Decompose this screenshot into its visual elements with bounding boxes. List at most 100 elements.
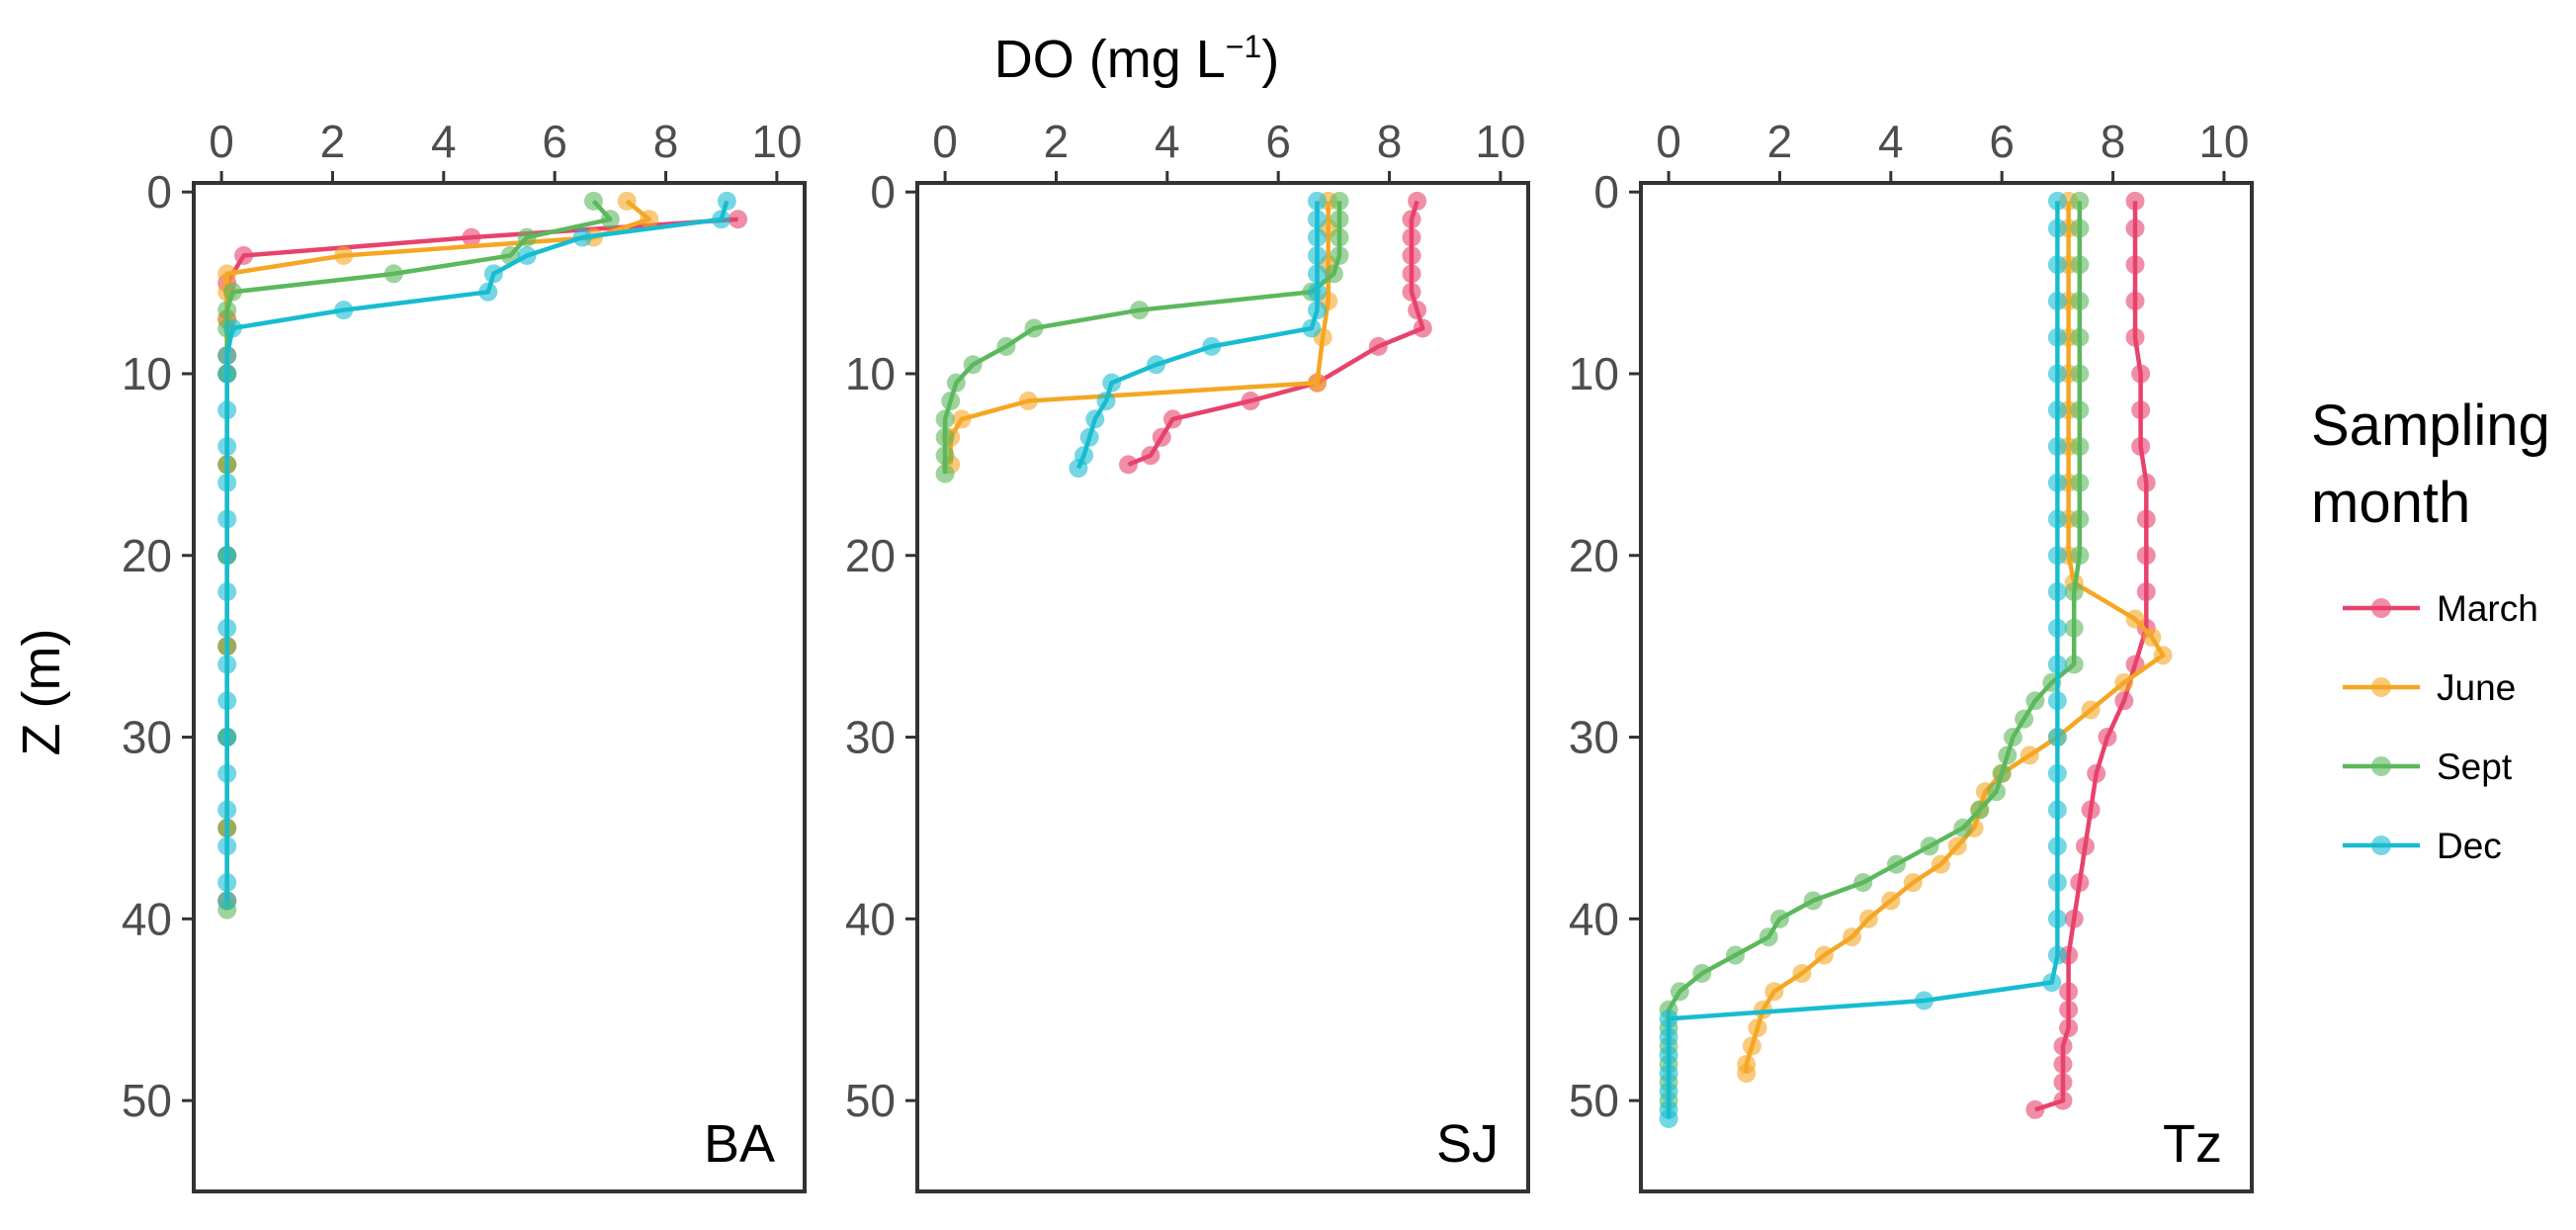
data-point (1886, 854, 1906, 874)
data-point (2125, 191, 2145, 211)
y-tick-label: 30 (122, 712, 172, 763)
data-point (1881, 891, 1901, 911)
panel-frame (915, 181, 1530, 1193)
data-point (2047, 945, 2067, 965)
data-point (2070, 873, 2090, 893)
y-tick-label: 0 (146, 166, 172, 218)
data-point (2047, 618, 2067, 638)
data-point (2047, 191, 2067, 211)
data-point (1842, 927, 1861, 947)
data-point (1931, 854, 1950, 874)
data-point (217, 473, 237, 492)
data-point (941, 392, 961, 411)
data-point (1659, 1064, 1678, 1084)
data-point (462, 227, 481, 247)
y-tick-label: 20 (122, 530, 172, 581)
data-point (1764, 982, 1784, 1002)
data-point (952, 409, 972, 429)
panel-frame (1639, 181, 2254, 1193)
data-point (1737, 1064, 1757, 1084)
data-point (1408, 301, 1427, 320)
y-tick-label: 40 (122, 893, 172, 944)
data-point (2053, 1036, 2073, 1056)
data-point (729, 210, 748, 229)
data-point (217, 836, 237, 856)
data-point (334, 301, 354, 320)
data-point (1096, 392, 1116, 411)
data-point (2047, 219, 2067, 238)
data-point (1970, 800, 1990, 820)
data-point (483, 264, 503, 284)
data-point (572, 227, 592, 247)
data-point (2053, 1073, 2073, 1093)
y-tick-label: 0 (1593, 166, 1619, 218)
panel-ba: 0 2 4 6 8 10 0 10 20 30 40 50 BA (122, 116, 807, 1193)
data-point (1903, 873, 1923, 893)
data-point (2136, 509, 2156, 529)
data-point (2047, 691, 2067, 711)
data-point (217, 301, 237, 320)
data-point (2136, 546, 2156, 566)
data-point (2131, 400, 2151, 420)
data-point (217, 691, 237, 711)
data-point (2070, 291, 2090, 310)
data-point (1308, 191, 1328, 211)
data-point (2070, 436, 2090, 456)
data-point (217, 264, 237, 284)
data-point (2064, 618, 2084, 638)
data-point (1659, 1045, 1678, 1065)
data-point (217, 891, 237, 911)
data-point (1308, 282, 1328, 302)
y-tick-label: 10 (845, 348, 896, 399)
data-point (2114, 691, 2134, 711)
y-tick-label: 10 (122, 348, 172, 399)
data-point (2047, 364, 2067, 384)
data-point (2081, 800, 2101, 820)
x-tick-label: 4 (1155, 116, 1180, 167)
data-point (2047, 473, 2067, 492)
data-point (217, 728, 237, 747)
data-point (2070, 255, 2090, 275)
data-point (2042, 973, 2062, 993)
data-point (217, 655, 237, 674)
legend-item-sept: Sept (2343, 747, 2513, 787)
data-point (712, 210, 731, 229)
data-point (1024, 318, 1044, 338)
data-point (1413, 318, 1432, 338)
data-point (2047, 836, 2067, 856)
panel-tz: 0 2 4 6 8 10 0 10 20 30 40 50 Tz (1569, 116, 2254, 1193)
data-point (1947, 836, 1967, 856)
series-sept (1659, 191, 2090, 1110)
data-point (2142, 627, 2162, 647)
y-tick-label: 50 (1569, 1075, 1619, 1126)
legend: Sampling month March June Sept Dec (2311, 394, 2550, 866)
data-point (1659, 1009, 1678, 1028)
data-point (2136, 582, 2156, 602)
data-point (1915, 991, 1934, 1010)
data-point (1202, 336, 1222, 356)
data-point (517, 227, 537, 247)
data-point (640, 210, 659, 229)
data-point (217, 436, 237, 456)
data-point (1659, 1082, 1678, 1101)
data-point (217, 618, 237, 638)
data-point (1726, 945, 1746, 965)
data-point (1018, 392, 1038, 411)
data-point (963, 355, 983, 375)
data-point (2047, 255, 2067, 275)
x-tick-label: 10 (2198, 116, 2249, 167)
data-point (2070, 546, 2090, 566)
data-point (1130, 301, 1150, 320)
x-tick-label: 10 (751, 116, 802, 167)
data-point (1147, 355, 1166, 375)
data-point (1152, 427, 1171, 447)
series-dec (1659, 191, 2067, 1128)
legend-key-point (2371, 598, 2391, 618)
data-point (2153, 646, 2173, 665)
data-point (1659, 1027, 1678, 1047)
data-point (1742, 1036, 1761, 1056)
x-axis-title: DO (mg L−1) (994, 29, 1280, 89)
panel-label: Tz (2163, 1114, 2222, 1174)
data-point (2075, 836, 2095, 856)
